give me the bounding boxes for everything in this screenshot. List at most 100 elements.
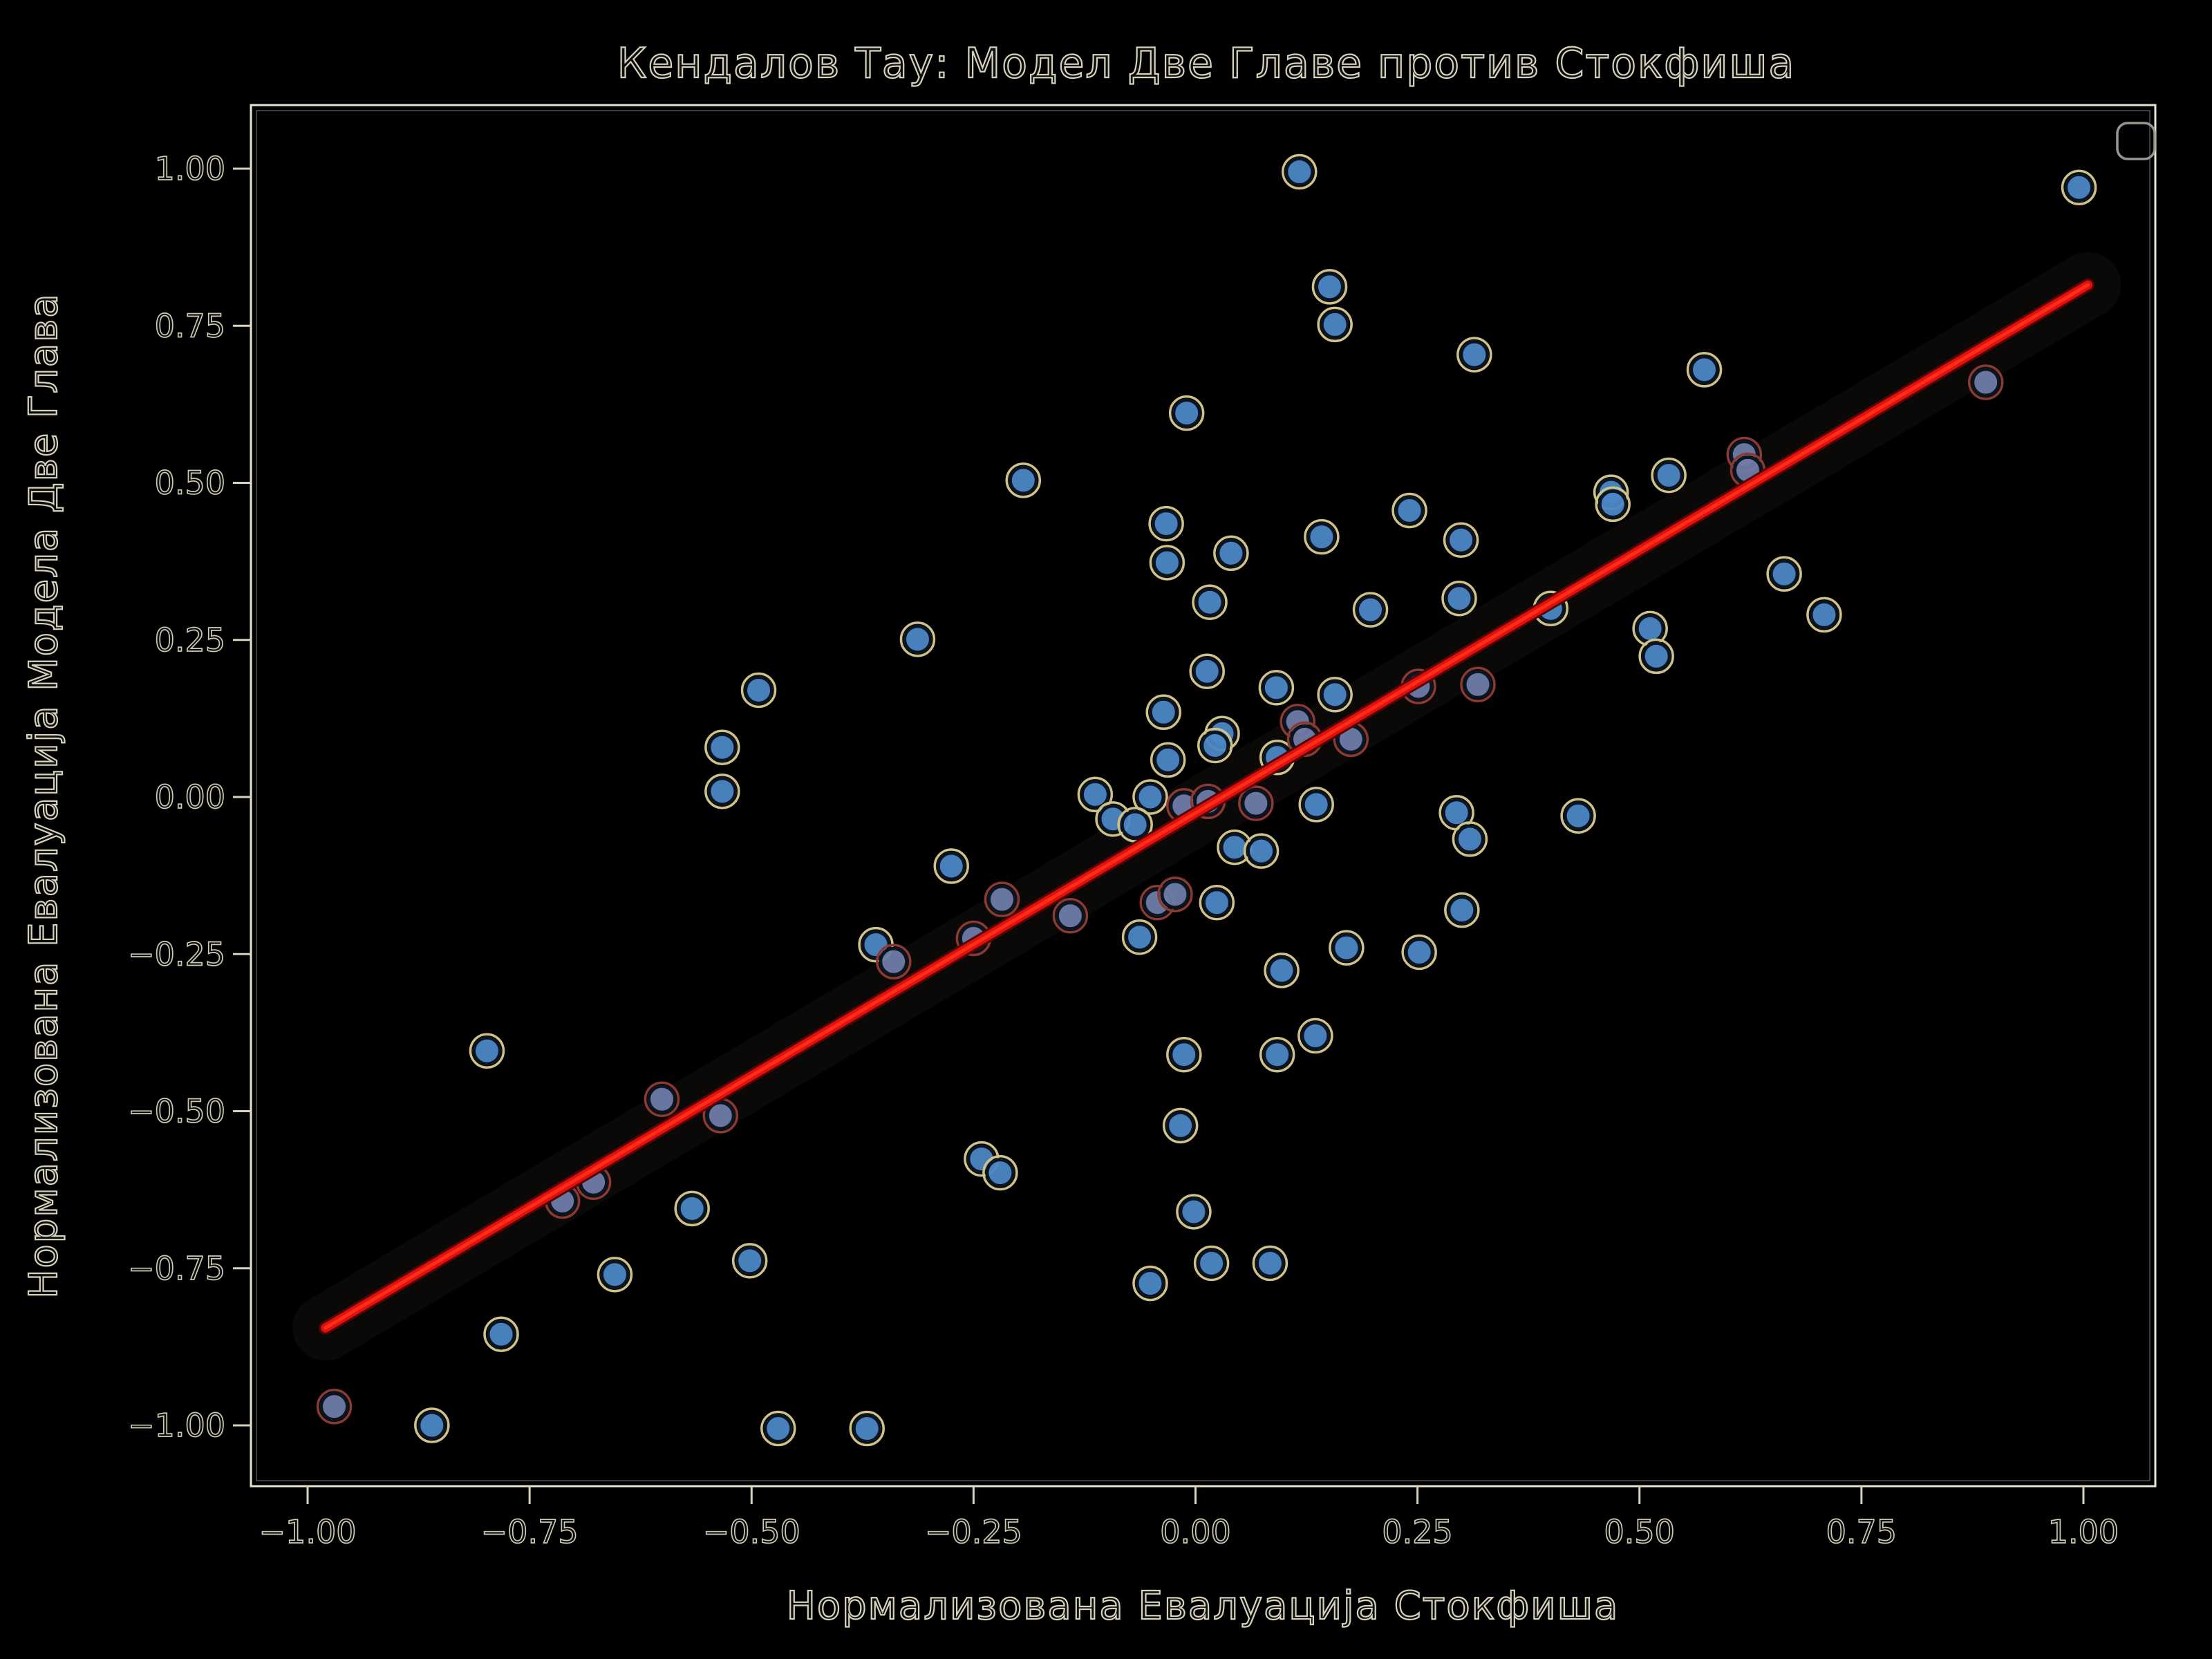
data-point xyxy=(1150,742,1186,778)
data-point xyxy=(899,621,936,657)
data-point xyxy=(1192,584,1228,620)
scatter-points xyxy=(316,153,2097,1447)
plot-border-inner xyxy=(256,110,2150,1481)
data-point xyxy=(1317,306,1353,343)
data-point xyxy=(1264,953,1300,988)
data-point xyxy=(1238,785,1274,821)
data-point xyxy=(1166,1036,1202,1073)
data-point xyxy=(1438,794,1474,831)
data-point xyxy=(1148,505,1184,542)
data-point xyxy=(1217,829,1253,865)
data-point xyxy=(1456,337,1492,373)
data-point xyxy=(1189,653,1225,689)
x-tick-label: −0.50 xyxy=(703,1513,800,1550)
data-point xyxy=(1213,535,1249,572)
chart-title: Кендалов Тау: Модел Две Главе против Сто… xyxy=(617,39,1795,88)
data-point xyxy=(731,1243,768,1279)
x-tick-label: −1.00 xyxy=(259,1513,357,1550)
y-tick-label: 0.75 xyxy=(155,307,225,344)
data-point xyxy=(1052,898,1089,934)
data-point xyxy=(1259,1036,1295,1073)
x-tick-label: 0.75 xyxy=(1826,1513,1897,1550)
data-point xyxy=(1443,522,1479,558)
data-point xyxy=(1145,694,1182,731)
data-point xyxy=(1444,892,1480,928)
data-point xyxy=(674,1190,710,1227)
data-point xyxy=(1452,821,1488,857)
data-point xyxy=(1441,581,1477,617)
plot-border-outer xyxy=(250,104,2157,1488)
data-point xyxy=(760,1410,796,1447)
y-tick-label: 1.00 xyxy=(155,150,225,187)
data-point xyxy=(740,672,777,709)
data-point xyxy=(1199,884,1235,921)
data-point xyxy=(1149,545,1185,581)
data-point xyxy=(1298,787,1334,823)
data-point xyxy=(876,944,912,980)
data-point xyxy=(1121,919,1158,955)
y-tick-label: −0.75 xyxy=(128,1250,225,1287)
data-point xyxy=(704,774,740,809)
data-point xyxy=(2061,169,2097,206)
data-point xyxy=(1329,930,1365,966)
data-point xyxy=(1258,670,1295,706)
data-point xyxy=(982,1154,1018,1191)
data-point xyxy=(984,881,1020,917)
y-tick-label: −1.00 xyxy=(128,1407,225,1444)
x-axis-label: Нормализована Евалуација Стокфиша xyxy=(787,1584,1620,1629)
data-point xyxy=(1806,597,1842,633)
data-point xyxy=(469,1033,505,1069)
data-point xyxy=(704,729,740,765)
y-tick-label: −0.25 xyxy=(128,935,225,973)
data-point xyxy=(849,1410,885,1447)
data-point xyxy=(316,1388,353,1425)
data-point xyxy=(1132,1265,1168,1302)
legend-box xyxy=(2116,122,2156,160)
data-point xyxy=(597,1257,633,1293)
data-point xyxy=(1297,1018,1333,1054)
data-point xyxy=(1282,153,1318,190)
data-point xyxy=(1117,807,1153,843)
data-point xyxy=(644,1081,680,1117)
data-point xyxy=(1157,877,1193,912)
data-point xyxy=(1252,1245,1288,1282)
data-point xyxy=(1168,395,1205,431)
data-point xyxy=(1193,1245,1230,1282)
data-point xyxy=(1686,352,1723,388)
data-point xyxy=(414,1407,450,1443)
x-tick-label: −0.25 xyxy=(925,1513,1022,1550)
data-point xyxy=(1311,269,1348,305)
data-point xyxy=(1197,727,1233,764)
x-tick-label: 0.00 xyxy=(1160,1513,1230,1550)
data-point xyxy=(1304,518,1340,555)
data-point xyxy=(1638,638,1674,675)
x-tick-label: 0.25 xyxy=(1382,1513,1452,1550)
data-point xyxy=(1132,779,1168,815)
data-point xyxy=(1391,492,1427,529)
x-tick-label: 0.50 xyxy=(1604,1513,1675,1550)
data-point xyxy=(1560,798,1596,834)
data-point xyxy=(1005,462,1042,498)
data-point xyxy=(1077,776,1114,813)
y-tick-label: 0.00 xyxy=(155,778,225,816)
data-point xyxy=(933,848,970,884)
data-point xyxy=(702,1098,739,1134)
data-point xyxy=(1766,556,1802,592)
data-point xyxy=(1967,364,2004,400)
data-point xyxy=(1352,592,1389,628)
data-point xyxy=(1595,486,1631,523)
y-tick-label: −0.50 xyxy=(128,1093,225,1130)
data-point xyxy=(483,1316,519,1352)
y-tick-label: 0.50 xyxy=(155,465,225,502)
data-point xyxy=(1162,1107,1199,1144)
data-point xyxy=(1460,666,1496,703)
data-point xyxy=(1401,934,1437,971)
y-axis-ticks: −1.00 −0.75 −0.50 −0.25 0.00 0.25 0.50 0.75 1.00 xyxy=(127,149,251,1445)
data-point xyxy=(1651,457,1687,494)
data-point xyxy=(1317,677,1353,713)
x-tick-label: 1.00 xyxy=(2048,1513,2119,1550)
y-axis-label: Нормализована Евалуација Модела Две Глав… xyxy=(21,292,66,1298)
y-tick-label: 0.25 xyxy=(155,621,225,659)
